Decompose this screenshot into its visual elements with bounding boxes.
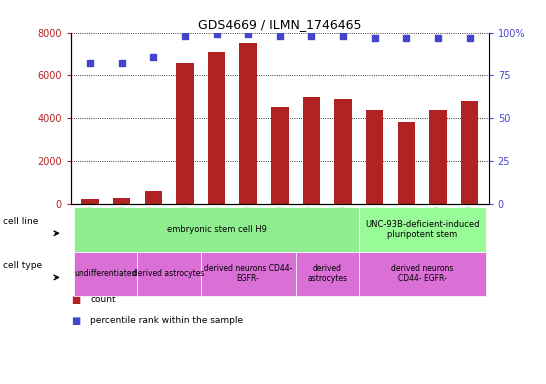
Point — [402, 35, 411, 41]
Bar — [145, 191, 162, 204]
Text: derived
astrocytes: derived astrocytes — [307, 264, 347, 283]
Point — [244, 31, 253, 37]
Bar — [397, 122, 415, 204]
Title: GDS4669 / ILMN_1746465: GDS4669 / ILMN_1746465 — [198, 18, 361, 31]
Text: derived astrocytes: derived astrocytes — [133, 269, 205, 278]
Bar — [303, 97, 320, 204]
Bar — [334, 99, 352, 204]
Text: ■: ■ — [71, 316, 80, 326]
Bar — [271, 108, 288, 204]
Point — [212, 31, 221, 37]
Text: cell line: cell line — [3, 217, 38, 226]
Point — [307, 33, 316, 39]
Point — [149, 53, 158, 60]
Bar — [240, 43, 257, 204]
Text: cell type: cell type — [3, 262, 42, 270]
Point — [181, 33, 189, 39]
Bar — [176, 63, 194, 204]
Text: count: count — [90, 295, 116, 304]
Text: embryonic stem cell H9: embryonic stem cell H9 — [167, 225, 266, 234]
Point — [465, 35, 474, 41]
Bar — [429, 109, 447, 204]
Text: ■: ■ — [71, 295, 80, 305]
Bar — [461, 101, 478, 204]
Point — [276, 33, 284, 39]
Text: derived neurons
CD44- EGFR-: derived neurons CD44- EGFR- — [391, 264, 453, 283]
Text: undifferentiated: undifferentiated — [75, 269, 137, 278]
Text: UNC-93B-deficient-induced
pluripotent stem: UNC-93B-deficient-induced pluripotent st… — [365, 220, 479, 239]
Bar — [81, 199, 99, 204]
Bar — [113, 198, 130, 204]
Text: percentile rank within the sample: percentile rank within the sample — [90, 316, 243, 325]
Point — [370, 35, 379, 41]
Point — [339, 33, 347, 39]
Bar — [366, 109, 383, 204]
Point — [117, 60, 126, 66]
Text: derived neurons CD44-
EGFR-: derived neurons CD44- EGFR- — [204, 264, 292, 283]
Point — [434, 35, 442, 41]
Point — [86, 60, 94, 66]
Bar — [208, 52, 225, 204]
